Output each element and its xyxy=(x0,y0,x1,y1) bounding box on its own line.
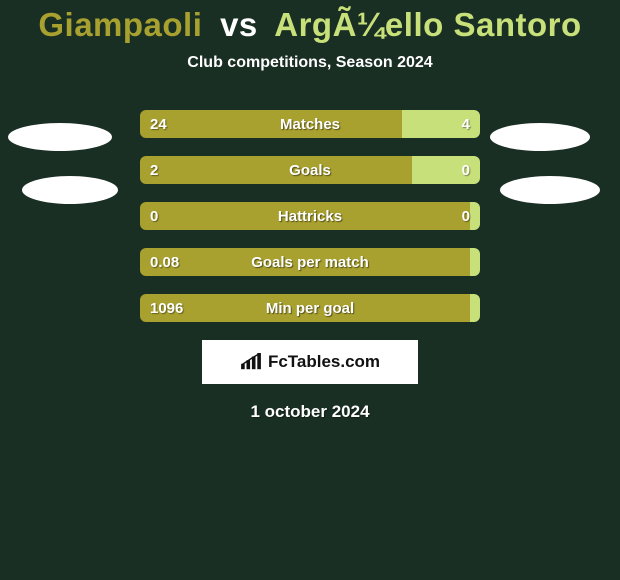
page-title: Giampaoli vs ArgÃ¼ello Santoro xyxy=(0,0,620,44)
stat-row: 0.08Goals per match xyxy=(140,248,480,276)
bars-icon xyxy=(240,353,262,371)
brand-text: FcTables.com xyxy=(268,352,380,372)
stat-bar-right: 0 xyxy=(470,202,480,230)
stat-bar-left: 0 xyxy=(140,202,470,230)
title-player-left: Giampaoli xyxy=(38,6,202,43)
stat-value-left: 0 xyxy=(150,208,158,225)
stat-bar-left: 1096 xyxy=(140,294,470,322)
stat-bar-right xyxy=(470,294,480,322)
stat-value-left: 2 xyxy=(150,162,158,179)
stat-value-right: 4 xyxy=(462,116,470,133)
stat-bar-left: 24 xyxy=(140,110,402,138)
stat-row: 00Hattricks xyxy=(140,202,480,230)
brand-box: FcTables.com xyxy=(202,340,418,384)
stat-bar-left: 0.08 xyxy=(140,248,470,276)
player-oval xyxy=(22,176,118,204)
player-oval xyxy=(500,176,600,204)
stat-bar-right xyxy=(470,248,480,276)
stat-value-left: 1096 xyxy=(150,300,183,317)
subtitle: Club competitions, Season 2024 xyxy=(0,54,620,72)
stat-row: 1096Min per goal xyxy=(140,294,480,322)
stat-value-left: 24 xyxy=(150,116,167,133)
player-oval xyxy=(490,123,590,151)
stat-value-right: 0 xyxy=(462,162,470,179)
stat-bar-right: 0 xyxy=(412,156,480,184)
stat-bar-right: 4 xyxy=(402,110,480,138)
date-text: 1 october 2024 xyxy=(0,402,620,422)
stat-row: 244Matches xyxy=(140,110,480,138)
stat-value-left: 0.08 xyxy=(150,254,179,271)
title-vs: vs xyxy=(220,6,258,43)
player-oval xyxy=(8,123,112,151)
stat-bar-left: 2 xyxy=(140,156,412,184)
title-player-right: ArgÃ¼ello Santoro xyxy=(274,6,581,43)
stat-row: 20Goals xyxy=(140,156,480,184)
stat-value-right: 0 xyxy=(462,208,470,225)
